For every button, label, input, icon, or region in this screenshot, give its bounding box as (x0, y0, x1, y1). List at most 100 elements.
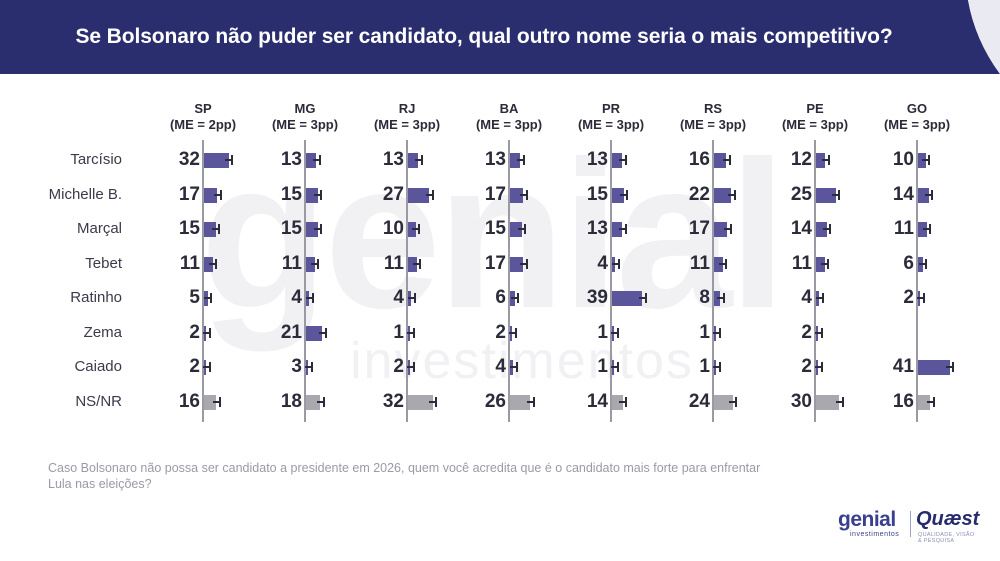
data-label: 3 (291, 356, 302, 377)
error-bar-cap (210, 293, 213, 303)
bar (816, 188, 836, 203)
error-bar-cap (617, 259, 620, 269)
error-bar (916, 297, 924, 299)
data-label: 26 (484, 391, 506, 412)
bar (612, 291, 643, 306)
error-bar-cap (318, 155, 321, 165)
error-bar (610, 332, 618, 334)
error-bar (225, 159, 233, 161)
row-label: Ratinho (70, 289, 122, 306)
bar (714, 257, 723, 272)
data-label: 11 (893, 218, 914, 239)
error-bar-cap (208, 362, 211, 372)
error-bar-cap (320, 224, 323, 234)
error-bar-cap (524, 224, 527, 234)
axis-line (610, 140, 612, 422)
error-bar (413, 263, 421, 265)
axis-line (712, 140, 714, 422)
data-label: 2 (189, 356, 200, 377)
data-label: 27 (382, 184, 404, 205)
error-bar (209, 263, 217, 265)
row-label: Zema (83, 324, 122, 341)
error-bar-cap (929, 224, 932, 234)
data-label: 21 (280, 322, 302, 343)
bar (510, 395, 531, 410)
data-label: 14 (892, 184, 914, 205)
error-bar (412, 228, 420, 230)
error-bar (815, 297, 823, 299)
error-bar (946, 366, 954, 368)
error-bar-cap (435, 397, 438, 407)
data-label: 13 (280, 149, 302, 170)
error-bar-cap (431, 190, 434, 200)
error-bar (429, 401, 437, 403)
error-bar-cap (320, 190, 323, 200)
column-header-margin: (ME = 3pp) (781, 117, 849, 132)
error-bar (519, 263, 527, 265)
bar (510, 222, 522, 237)
error-bar (311, 263, 319, 265)
error-bar (835, 401, 843, 403)
row-label: Caiado (74, 358, 122, 375)
column-header: RS (ME = 3pp) (668, 101, 758, 133)
error-bar-cap (922, 293, 925, 303)
error-bar (716, 297, 724, 299)
error-bar-cap (420, 155, 423, 165)
error-bar-cap (616, 362, 619, 372)
bar (918, 188, 929, 203)
error-bar (719, 263, 727, 265)
error-bar-cap (931, 190, 934, 200)
column-header-margin: (ME = 3pp) (475, 117, 543, 132)
bar (408, 153, 419, 168)
error-bar-cap (215, 259, 218, 269)
data-label: 15 (178, 218, 200, 239)
bar (204, 153, 229, 168)
bar (612, 222, 623, 237)
data-label: 41 (892, 356, 914, 377)
bar (714, 153, 727, 168)
error-bar (526, 401, 534, 403)
data-label: 1 (597, 322, 608, 343)
error-bar (821, 159, 829, 161)
error-bar (304, 366, 312, 368)
bar (510, 153, 521, 168)
error-bar (922, 159, 930, 161)
error-bar-cap (841, 397, 844, 407)
data-label: 22 (688, 184, 710, 205)
row-label: Michelle B. (48, 186, 122, 203)
data-label: 2 (801, 356, 812, 377)
data-label: 13 (382, 149, 404, 170)
error-bar-cap (820, 328, 823, 338)
footnote: Caso Bolsonaro não possa ser candidato a… (48, 461, 761, 491)
axis-line (202, 140, 204, 422)
error-bar (712, 366, 720, 368)
column-header: PE (ME = 3pp) (770, 101, 860, 133)
bar (714, 188, 732, 203)
data-label: 14 (586, 391, 608, 412)
data-label: 16 (178, 391, 200, 412)
quaest-logo: Quæst (916, 508, 980, 530)
bar (204, 188, 218, 203)
bar (612, 188, 624, 203)
error-bar (202, 366, 210, 368)
header-banner: Se Bolsonaro não puder ser candidato, qu… (0, 0, 1000, 74)
error-bar-cap (218, 397, 221, 407)
data-label: 2 (801, 322, 812, 343)
error-bar-cap (517, 293, 520, 303)
column-header: PR (ME = 3pp) (566, 101, 656, 133)
data-label: 8 (699, 287, 710, 308)
error-bar-cap (626, 190, 629, 200)
error-bar-cap (733, 190, 736, 200)
error-bar (213, 194, 221, 196)
error-bar-cap (821, 293, 824, 303)
error-bar-cap (231, 155, 234, 165)
error-bar-cap (412, 362, 415, 372)
column-header: BA (ME = 3pp) (464, 101, 554, 133)
data-label: 4 (801, 287, 812, 308)
data-label: 2 (495, 322, 506, 343)
data-label: 1 (699, 356, 710, 377)
data-label: 15 (586, 184, 608, 205)
data-label: 16 (688, 149, 710, 170)
error-bar-cap (827, 259, 830, 269)
error-bar-cap (616, 328, 619, 338)
